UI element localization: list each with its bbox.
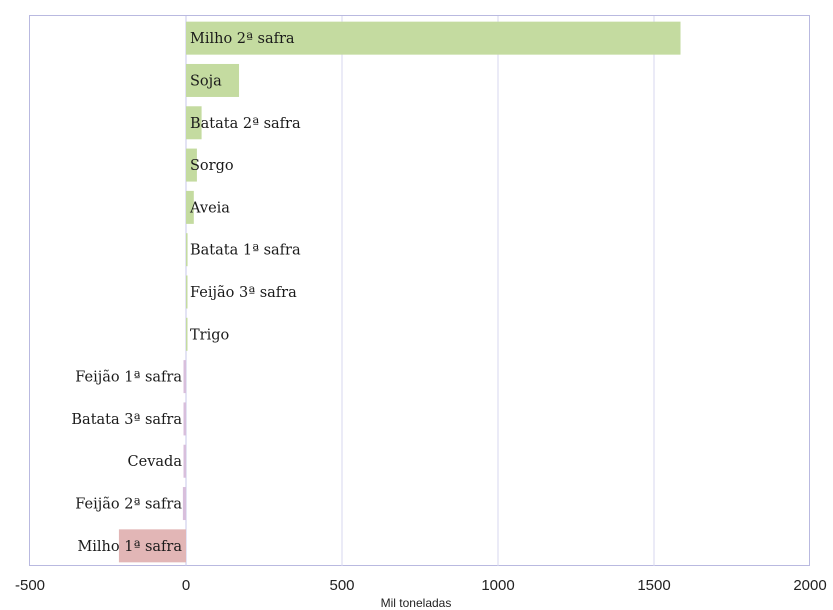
bar bbox=[186, 317, 188, 351]
x-tick-label: 1000 bbox=[481, 577, 514, 594]
category-label: Milho 2ª safra bbox=[190, 31, 295, 47]
category-label: Cevada bbox=[128, 454, 183, 470]
x-tick-label: 0 bbox=[182, 577, 190, 594]
category-labels: Milho 2ª safra Soja Batata 2ª safra Sorgo Av… bbox=[71, 31, 301, 555]
x-tick-label: 1500 bbox=[637, 577, 670, 594]
bar bbox=[186, 233, 188, 267]
x-tick-label: -500 bbox=[15, 577, 45, 594]
category-label: Batata 2ª safra bbox=[190, 116, 301, 132]
category-label: Feijão 3ª safra bbox=[190, 285, 297, 301]
x-tick-labels: -500 0 500 1000 1500 2000 bbox=[15, 577, 827, 594]
bar bbox=[186, 21, 681, 55]
x-tick-label: 500 bbox=[329, 577, 354, 594]
category-label: Milho 1ª safra bbox=[77, 539, 182, 555]
bar bbox=[183, 444, 186, 478]
x-tick-label: 2000 bbox=[793, 577, 826, 594]
bar bbox=[186, 63, 240, 97]
bars bbox=[118, 21, 681, 563]
bar bbox=[183, 402, 186, 436]
bar bbox=[182, 487, 186, 521]
bar bbox=[186, 275, 188, 309]
category-label: Batata 3ª safra bbox=[71, 412, 182, 428]
category-label: Batata 1ª safra bbox=[190, 243, 301, 259]
category-label: Soja bbox=[190, 73, 222, 89]
category-label: Sorgo bbox=[190, 158, 234, 174]
bar bbox=[186, 190, 194, 224]
x-axis-title: Mil toneladas bbox=[381, 596, 452, 610]
category-label: Feijão 2ª safra bbox=[75, 497, 182, 513]
category-label: Feijão 1ª safra bbox=[75, 370, 182, 386]
bar bbox=[186, 148, 197, 182]
category-label: Aveia bbox=[189, 200, 230, 216]
bar bbox=[183, 360, 186, 394]
bar bbox=[186, 106, 202, 140]
bar bbox=[118, 529, 186, 563]
category-label: Trigo bbox=[190, 327, 229, 343]
plot-area-border bbox=[29, 15, 810, 566]
